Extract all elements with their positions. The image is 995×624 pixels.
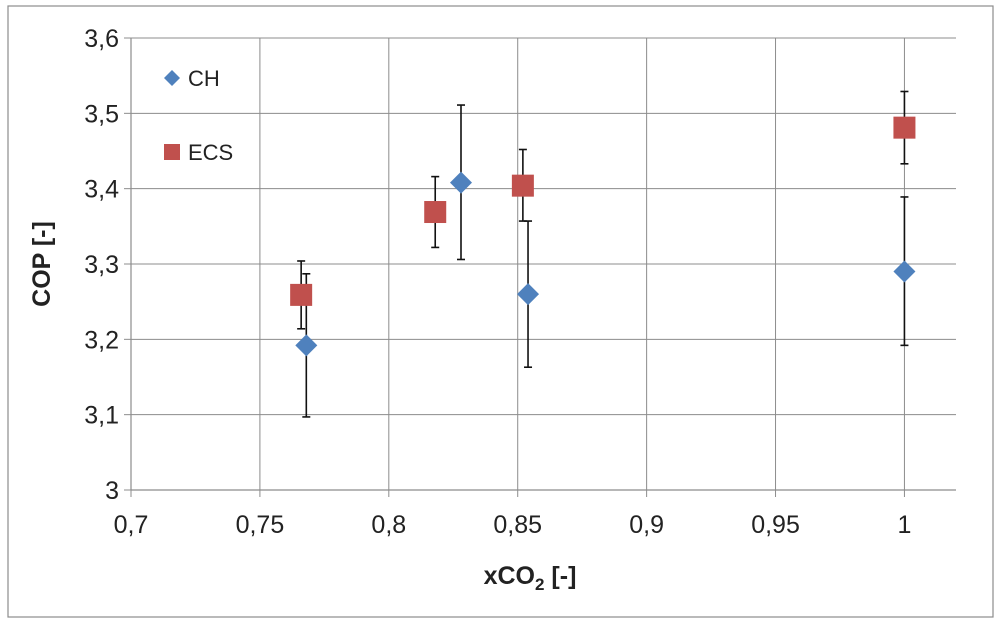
y-tick-label: 3,4 [84,176,119,204]
y-tick-label: 3,6 [84,25,119,53]
ecs-point [290,283,313,306]
ch-point [517,283,540,306]
x-tick-label: 1 [897,511,911,539]
legend-label-ch: CH [188,66,220,91]
ecs-point [424,201,447,224]
x-tick-label: 0,75 [236,511,285,539]
y-axis-title: COP [-] [28,221,56,307]
x-tick-label: 0,9 [629,511,664,539]
x-tick-labels: 0,7 0,75 0,8 0,85 0,9 0,95 1 [114,511,912,539]
x-axis-title: xCO2 [-] [484,562,577,594]
x-tick-label: 0,7 [114,511,149,539]
chart-frame [7,5,994,618]
y-tick-label: 3,3 [84,251,119,279]
x-axis-title-main: xCO [484,562,535,590]
data-markers [290,116,916,357]
legend-marker-ch [164,70,180,86]
legend-label-ecs: ECS [188,140,233,165]
ecs-point [511,174,534,197]
y-tick-label: 3 [105,477,119,505]
y-tick-label: 3,1 [84,402,119,430]
legend: CH ECS [164,66,233,165]
grid [131,37,956,490]
ch-point [893,260,916,283]
ecs-point [893,116,916,139]
x-axis-title-suffix: [-] [544,562,576,590]
ch-point [450,171,472,194]
y-tick-label: 3,2 [84,326,119,354]
ch-point [295,334,318,357]
y-tick-labels: 3 3,1 3,2 3,3 3,4 3,5 3,6 [84,25,119,505]
x-tick-label: 0,8 [371,511,406,539]
axes [124,37,956,497]
legend-marker-ecs [164,144,180,160]
x-tick-label: 0,95 [751,511,800,539]
y-tick-label: 3,5 [84,100,119,128]
x-axis-title-subscript: 2 [535,575,544,594]
x-tick-label: 0,85 [493,511,542,539]
